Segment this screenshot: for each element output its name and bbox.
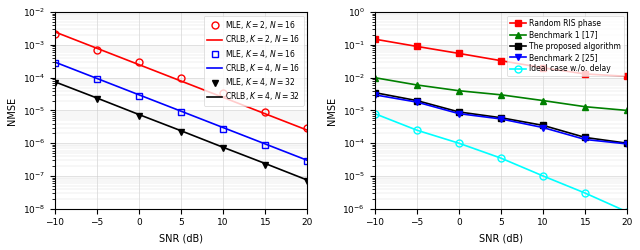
Ideal case w./o. delay (623, 210, 631, 214)
CRLB, $K = 4$, $N = 16$ (135, 93, 143, 96)
CRLB, $K = 4$, $N = 32$ (51, 80, 59, 83)
MLE, $K = 2$, $N = 16$ (177, 77, 185, 80)
Line: CRLB, $K = 2$, $N = 16$: CRLB, $K = 2$, $N = 16$ (55, 32, 307, 130)
Line: The proposed algorithm: The proposed algorithm (371, 89, 631, 147)
X-axis label: SNR (dB): SNR (dB) (479, 233, 523, 243)
Benchmark 1 [17] (413, 84, 420, 86)
MLE, $K = 2$, $N = 16$ (93, 48, 100, 51)
CRLB, $K = 2$, $N = 16$ (135, 63, 143, 66)
MLE, $K = 4$, $N = 16$ (93, 78, 100, 81)
Benchmark 2 [25] (455, 112, 463, 115)
CRLB, $K = 4$, $N = 32$ (261, 162, 269, 165)
Ideal case w./o. delay (371, 112, 379, 115)
Legend: Random RIS phase, Benchmark 1 [17], The proposed algorithm, Benchmark 2 [25], Id: Random RIS phase, Benchmark 1 [17], The … (508, 16, 623, 76)
Line: MLE, $K = 2$, $N = 16$: MLE, $K = 2$, $N = 16$ (51, 30, 311, 131)
CRLB, $K = 4$, $N = 16$ (303, 159, 311, 162)
MLE, $K = 4$, $N = 32$ (51, 81, 59, 84)
MLE, $K = 4$, $N = 32$ (135, 114, 143, 117)
MLE, $K = 4$, $N = 16$ (261, 143, 269, 146)
MLE, $K = 4$, $N = 16$ (51, 62, 59, 64)
MLE, $K = 4$, $N = 32$ (261, 163, 269, 166)
Benchmark 1 [17] (371, 76, 379, 79)
Benchmark 2 [25] (413, 100, 420, 103)
Y-axis label: NMSE: NMSE (7, 96, 17, 124)
Benchmark 1 [17] (455, 89, 463, 92)
MLE, $K = 2$, $N = 16$ (51, 32, 59, 35)
X-axis label: SNR (dB): SNR (dB) (159, 233, 203, 243)
Benchmark 2 [25] (497, 118, 505, 120)
The proposed algorithm (413, 99, 420, 102)
Line: CRLB, $K = 4$, $N = 32$: CRLB, $K = 4$, $N = 32$ (55, 82, 307, 180)
MLE, $K = 4$, $N = 32$ (177, 130, 185, 134)
The proposed algorithm (623, 142, 631, 145)
Random RIS phase (623, 75, 631, 78)
Benchmark 1 [17] (540, 99, 547, 102)
MLE, $K = 4$, $N = 16$ (177, 110, 185, 114)
MLE, $K = 2$, $N = 16$ (135, 60, 143, 64)
CRLB, $K = 4$, $N = 32$ (303, 178, 311, 182)
CRLB, $K = 2$, $N = 16$ (177, 80, 185, 82)
Legend: MLE, $K = 2$, $N = 16$, CRLB, $K = 2$, $N = 16$, MLE, $K = 4$, $N = 16$, CRLB, $: MLE, $K = 2$, $N = 16$, CRLB, $K = 2$, $… (204, 16, 303, 106)
Benchmark 1 [17] (497, 93, 505, 96)
MLE, $K = 2$, $N = 16$ (303, 126, 311, 129)
Line: Benchmark 1 [17]: Benchmark 1 [17] (371, 74, 631, 114)
Line: Benchmark 2 [25]: Benchmark 2 [25] (371, 91, 631, 148)
Ideal case w./o. delay (497, 157, 505, 160)
CRLB, $K = 4$, $N = 16$ (51, 60, 59, 64)
Benchmark 2 [25] (623, 142, 631, 146)
Random RIS phase (455, 52, 463, 55)
CRLB, $K = 2$, $N = 16$ (220, 96, 227, 99)
CRLB, $K = 4$, $N = 32$ (93, 96, 100, 100)
Line: CRLB, $K = 4$, $N = 16$: CRLB, $K = 4$, $N = 16$ (55, 62, 307, 160)
Line: Ideal case w./o. delay: Ideal case w./o. delay (371, 110, 631, 216)
MLE, $K = 2$, $N = 16$ (220, 91, 227, 94)
CRLB, $K = 4$, $N = 32$ (177, 129, 185, 132)
The proposed algorithm (371, 91, 379, 94)
Benchmark 2 [25] (581, 138, 589, 141)
MLE, $K = 4$, $N = 16$ (303, 160, 311, 163)
CRLB, $K = 4$, $N = 32$ (135, 113, 143, 116)
Benchmark 2 [25] (540, 126, 547, 129)
The proposed algorithm (455, 110, 463, 114)
CRLB, $K = 2$, $N = 16$ (51, 30, 59, 34)
Ideal case w./o. delay (455, 142, 463, 145)
The proposed algorithm (540, 124, 547, 127)
Benchmark 1 [17] (623, 109, 631, 112)
Line: MLE, $K = 4$, $N = 32$: MLE, $K = 4$, $N = 32$ (51, 79, 311, 184)
Ideal case w./o. delay (540, 174, 547, 178)
The proposed algorithm (497, 116, 505, 119)
MLE, $K = 4$, $N = 32$ (220, 147, 227, 150)
Random RIS phase (371, 38, 379, 41)
MLE, $K = 4$, $N = 16$ (135, 94, 143, 97)
CRLB, $K = 4$, $N = 16$ (220, 126, 227, 129)
Ideal case w./o. delay (413, 129, 420, 132)
CRLB, $K = 4$, $N = 16$ (177, 110, 185, 113)
MLE, $K = 4$, $N = 32$ (303, 180, 311, 182)
CRLB, $K = 2$, $N = 16$ (93, 47, 100, 50)
Y-axis label: NMSE: NMSE (327, 96, 337, 124)
Random RIS phase (540, 66, 547, 69)
Ideal case w./o. delay (581, 192, 589, 195)
MLE, $K = 4$, $N = 16$ (220, 127, 227, 130)
CRLB, $K = 2$, $N = 16$ (261, 112, 269, 115)
Benchmark 1 [17] (581, 105, 589, 108)
MLE, $K = 4$, $N = 32$ (93, 98, 100, 101)
CRLB, $K = 2$, $N = 16$ (303, 129, 311, 132)
Random RIS phase (497, 59, 505, 62)
Random RIS phase (581, 72, 589, 76)
CRLB, $K = 4$, $N = 32$ (220, 146, 227, 149)
Benchmark 2 [25] (371, 93, 379, 96)
MLE, $K = 2$, $N = 16$ (261, 110, 269, 114)
The proposed algorithm (581, 136, 589, 139)
Line: MLE, $K = 4$, $N = 16$: MLE, $K = 4$, $N = 16$ (51, 60, 311, 165)
CRLB, $K = 4$, $N = 16$ (93, 77, 100, 80)
Line: Random RIS phase: Random RIS phase (371, 36, 631, 80)
Random RIS phase (413, 45, 420, 48)
CRLB, $K = 4$, $N = 16$ (261, 142, 269, 146)
